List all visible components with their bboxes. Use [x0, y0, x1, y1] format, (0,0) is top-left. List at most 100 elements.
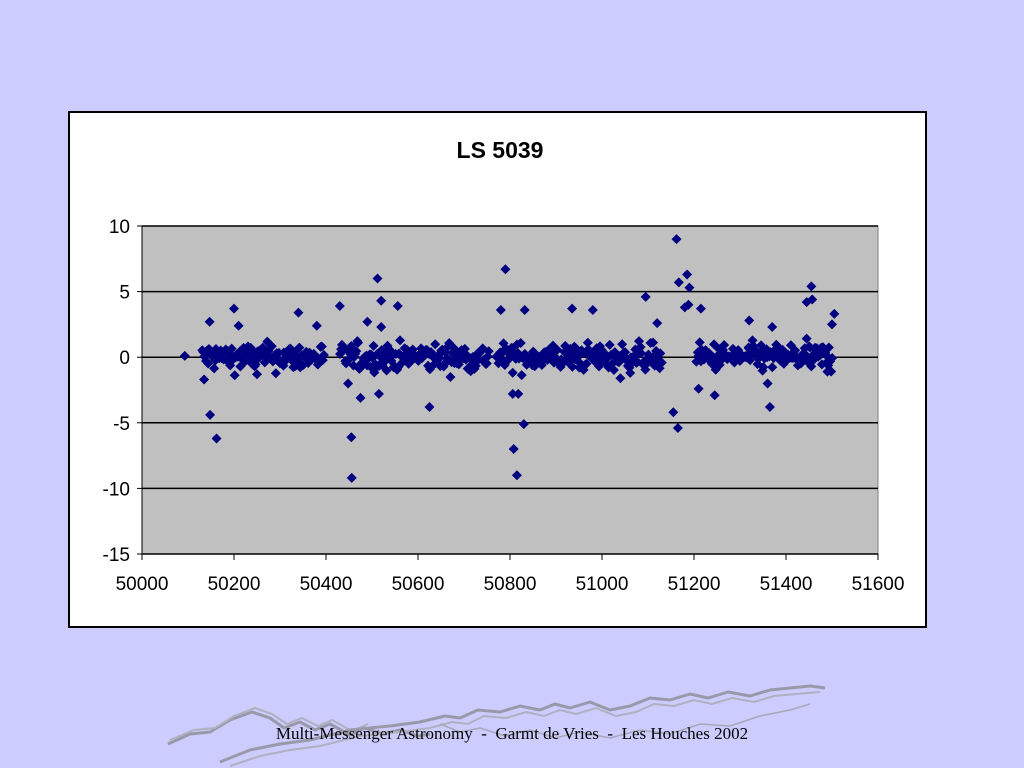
data-point-outlier	[211, 433, 222, 444]
data-point	[636, 348, 647, 359]
data-point	[346, 341, 357, 352]
data-point-outlier	[640, 291, 651, 302]
chart-title: LS 5039	[457, 137, 544, 163]
data-point	[567, 361, 578, 372]
data-point-outlier	[762, 378, 773, 389]
data-point-outlier	[519, 304, 530, 315]
data-point	[827, 353, 838, 364]
data-point-outlier	[233, 320, 244, 331]
data-point	[430, 339, 441, 350]
data-point	[318, 350, 329, 361]
y-tick-label: -15	[103, 545, 130, 566]
data-point-outlier	[684, 282, 695, 293]
data-point	[351, 346, 362, 357]
data-point-outlier	[652, 318, 663, 329]
y-tick-label: 0	[119, 348, 130, 369]
data-point	[448, 342, 459, 353]
data-point-outlier	[204, 316, 215, 327]
data-point	[273, 347, 284, 358]
data-point-outlier	[587, 304, 598, 315]
data-point	[700, 345, 711, 356]
data-point	[434, 353, 445, 364]
y-tick-label: -5	[113, 414, 130, 435]
data-point	[559, 347, 570, 358]
data-point	[445, 371, 456, 382]
data-point-outlier	[343, 378, 354, 389]
data-point	[727, 343, 738, 354]
data-point-outlier	[229, 303, 239, 314]
data-point	[823, 342, 834, 353]
data-point-outlier	[695, 303, 706, 314]
data-point-outlier	[205, 409, 216, 420]
data-point-outlier	[806, 281, 817, 292]
data-point-outlier	[372, 273, 383, 284]
y-tick-label: 10	[109, 217, 130, 238]
data-point-outlier	[672, 423, 683, 434]
plot-area	[141, 225, 879, 555]
data-point	[477, 343, 488, 354]
data-point	[336, 339, 347, 350]
data-point	[617, 339, 628, 350]
y-tick-label: 5	[119, 283, 130, 304]
data-point-outlier	[373, 388, 384, 399]
data-point	[552, 344, 563, 355]
data-point	[654, 363, 665, 374]
x-tick-label: 50400	[300, 574, 353, 595]
x-tick-label: 51600	[852, 574, 905, 595]
data-point-outlier	[500, 264, 511, 275]
x-tick-label: 51200	[668, 574, 721, 595]
data-point-outlier	[693, 383, 704, 394]
data-point-outlier	[507, 388, 518, 399]
data-point	[511, 339, 522, 350]
axes: 10 5 0 -5 -10 -15 50000 50200 50400 50600 50800 510…	[103, 217, 905, 595]
data-point	[801, 333, 812, 344]
data-point	[316, 341, 327, 352]
data-point	[751, 346, 762, 357]
data-point	[540, 346, 551, 357]
data-point	[424, 364, 435, 375]
data-point	[516, 370, 527, 381]
data-point-outlier	[424, 402, 435, 413]
data-point-outlier	[671, 234, 682, 245]
data-point	[294, 342, 305, 353]
data-point	[656, 357, 667, 368]
data-point-outlier	[807, 294, 818, 305]
data-point	[515, 338, 526, 349]
data-point-outlier	[362, 316, 373, 327]
data-point	[507, 367, 518, 378]
data-point	[209, 363, 220, 374]
data-point	[582, 337, 593, 348]
mountain-sketch-decoration	[167, 684, 826, 767]
data-point	[266, 341, 277, 352]
data-point	[604, 339, 615, 350]
data-point	[245, 342, 256, 353]
chart-container: LS 5039 10 5 0 -5 -10 -15 50000 50200 50400 50600…	[68, 111, 927, 628]
data-point-outlier	[513, 388, 524, 399]
data-points	[179, 234, 840, 483]
data-point	[620, 347, 631, 358]
data-point	[381, 365, 392, 376]
data-point-outlier	[673, 277, 684, 288]
data-point-outlier	[615, 373, 626, 384]
data-point-outlier	[334, 301, 345, 312]
data-point	[651, 346, 662, 357]
data-point	[498, 338, 509, 349]
data-point-outlier	[567, 303, 578, 314]
data-point	[648, 337, 659, 348]
data-point-outlier	[311, 320, 322, 331]
data-point	[745, 355, 756, 366]
data-point-outlier	[511, 470, 522, 481]
data-point-outlier	[709, 390, 720, 401]
data-point	[416, 343, 427, 354]
data-point	[481, 358, 492, 369]
data-point	[423, 360, 434, 371]
data-point-outlier	[252, 369, 262, 380]
footer-caption: Multi-Messenger Astronomy - Garmt de Vri…	[275, 724, 749, 743]
data-point-outlier	[355, 392, 366, 403]
data-point-outlier	[495, 304, 506, 315]
data-point-outlier	[179, 350, 190, 361]
data-point	[536, 360, 547, 371]
data-point	[368, 340, 379, 351]
data-point-outlier	[682, 269, 693, 280]
data-point	[575, 349, 586, 360]
